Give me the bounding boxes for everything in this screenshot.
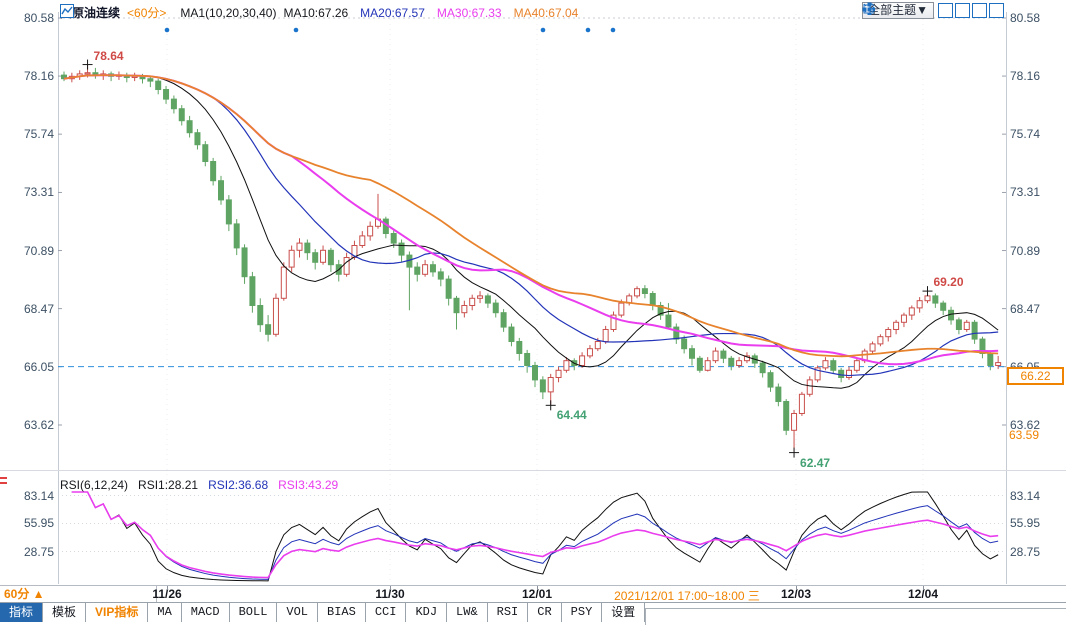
rsi-axis-label-left: 83.14 bbox=[23, 488, 54, 503]
toolbar-tab-macd[interactable]: MACD bbox=[182, 603, 230, 622]
price-annotation: 78.64 bbox=[93, 48, 124, 63]
cursor-price-label: 63.59 bbox=[1009, 428, 1040, 442]
rsi-axis-label-left: 28.75 bbox=[23, 544, 54, 559]
price-axis-label-left: 70.89 bbox=[23, 243, 54, 258]
toolbar-tab-[interactable]: 模板 bbox=[43, 603, 87, 622]
toolbar-tab-bias[interactable]: BIAS bbox=[318, 603, 366, 622]
price-axis-label-right: 63.62 bbox=[1010, 418, 1041, 432]
toolbar-tab-[interactable]: 设置 bbox=[602, 603, 646, 622]
rsi-axis-label-right: 28.75 bbox=[1010, 544, 1041, 559]
indicator-toolbar: 指标 模板 VIP指标 MA MACD BOLL VOL BIAS CCI KDJ LW& RSI CR… bbox=[0, 602, 1066, 625]
pan-right-icon[interactable] bbox=[863, 3, 1004, 18]
rsi-settings-label: RSI(6,12,24) bbox=[60, 478, 129, 492]
price-annotation: 62.47 bbox=[800, 455, 831, 470]
move-tool-icon[interactable] bbox=[862, 2, 953, 18]
rsi1-value: RSI1:28.21 bbox=[138, 478, 199, 492]
price-axis-label-right: 75.74 bbox=[1010, 127, 1041, 142]
rsi-axis-label-left: 55.95 bbox=[23, 516, 54, 531]
chart-header: 美原油连续 <60分> MA1(10,20,30,40) MA10:67.26 M… bbox=[60, 4, 578, 21]
x-axis-tick bbox=[537, 586, 538, 590]
toolbar-tab-cr[interactable]: CR bbox=[528, 603, 562, 622]
x-axis-date-label: 12/04 bbox=[907, 587, 939, 601]
scale-x-axis-icon[interactable] bbox=[863, 3, 970, 18]
ma-value-label: MA20:67.57 bbox=[360, 5, 425, 20]
price-axis-label-left: 63.62 bbox=[23, 418, 54, 432]
period-label[interactable]: 60分 ▲ bbox=[0, 586, 157, 603]
theme-dropdown-button[interactable]: 全部主题▼ bbox=[862, 2, 934, 19]
rsi-axis-label-right: 83.14 bbox=[1010, 488, 1041, 503]
x-axis-date-label: 11/30 bbox=[375, 587, 405, 601]
toolbar-tab-cci[interactable]: CCI bbox=[366, 603, 407, 622]
price-axis-label-left: 68.47 bbox=[23, 301, 54, 316]
x-axis-tick bbox=[796, 586, 797, 590]
pane-resize-mark bbox=[0, 477, 7, 487]
x-axis-date-label: 12/03 bbox=[780, 587, 812, 601]
price-axis-label-right: 78.16 bbox=[1010, 69, 1041, 84]
x-axis-tick bbox=[167, 586, 168, 590]
price-axis-label-left: 66.05 bbox=[23, 359, 54, 374]
price-annotation: 64.44 bbox=[556, 408, 587, 423]
toolbar-tab-boll[interactable]: BOLL bbox=[230, 603, 278, 622]
toolbar-tab-kdj[interactable]: KDJ bbox=[406, 603, 448, 622]
chart-tool-buttons bbox=[862, 2, 1004, 18]
ma-values: MA10:67.26 MA20:67.57 MA30:67.33 MA40:67.04 bbox=[283, 6, 578, 20]
ma-value-label: MA10:67.26 bbox=[283, 5, 349, 20]
price-axis-label-left: 75.74 bbox=[23, 127, 54, 142]
toolbar-tab-[interactable]: 指标 bbox=[0, 603, 44, 622]
rsi2-value: RSI2:36.68 bbox=[208, 478, 269, 492]
price-axis-label-left: 80.58 bbox=[23, 11, 54, 25]
toolbar-tab-psy[interactable]: PSY bbox=[562, 603, 603, 622]
last-price-badge: 66.22 bbox=[1007, 367, 1064, 385]
price-axis-label-left: 73.31 bbox=[23, 185, 54, 200]
toolbar-tab-rsi[interactable]: RSI bbox=[488, 603, 529, 622]
toolbar-tab-ma[interactable]: MA bbox=[148, 603, 182, 622]
x-axis-tick bbox=[390, 586, 391, 590]
period-selector[interactable]: <60分> bbox=[127, 6, 167, 20]
rsi3-value: RSI3:43.29 bbox=[278, 478, 339, 492]
x-axis-date-label: 12/01 bbox=[521, 587, 553, 601]
x-axis-date-label: 11/26 bbox=[152, 587, 182, 601]
price-axis-label-right: 70.89 bbox=[1010, 243, 1041, 258]
top-controls: 全部主题▼ bbox=[862, 2, 1004, 19]
price-annotation: 69.20 bbox=[933, 275, 964, 290]
x-axis-row: 60分 ▲ 11/26 11/30 12/01 2021/12/01 17:00~18… bbox=[0, 585, 1066, 603]
main-chart-svg[interactable] bbox=[0, 0, 1066, 586]
ma-value-label: MA30:67.33 bbox=[436, 5, 502, 20]
price-axis-label-right: 73.31 bbox=[1010, 185, 1041, 200]
toolbar-tab-vol[interactable]: VOL bbox=[277, 603, 319, 622]
price-axis-label-right: 80.58 bbox=[1010, 11, 1041, 25]
toolbar-filler bbox=[645, 608, 1066, 625]
toolbar-tab-vip[interactable]: VIP指标 bbox=[86, 603, 149, 622]
toolbar-tab-lw[interactable]: LW& bbox=[447, 603, 488, 622]
rsi-header: RSI(6,12,24) RSI1:28.21 RSI2:36.68 RSI3:… bbox=[60, 478, 338, 492]
x-axis-tick bbox=[923, 586, 924, 590]
symbol-name[interactable]: 美原油连续 bbox=[60, 6, 121, 20]
ma-value-label: MA40:67.04 bbox=[513, 5, 579, 20]
price-axis-label-left: 78.16 bbox=[23, 69, 54, 84]
ma-settings-label: MA1(10,20,30,40) bbox=[180, 5, 277, 20]
scale-y-axis-icon[interactable] bbox=[863, 3, 987, 18]
crosshair-time-label: 2021/12/01 17:00~18:00 三 bbox=[614, 589, 760, 603]
price-axis-label-right: 68.47 bbox=[1010, 301, 1041, 316]
pane-divider[interactable] bbox=[0, 470, 1066, 471]
rsi-axis-label-right: 55.95 bbox=[1010, 516, 1041, 531]
